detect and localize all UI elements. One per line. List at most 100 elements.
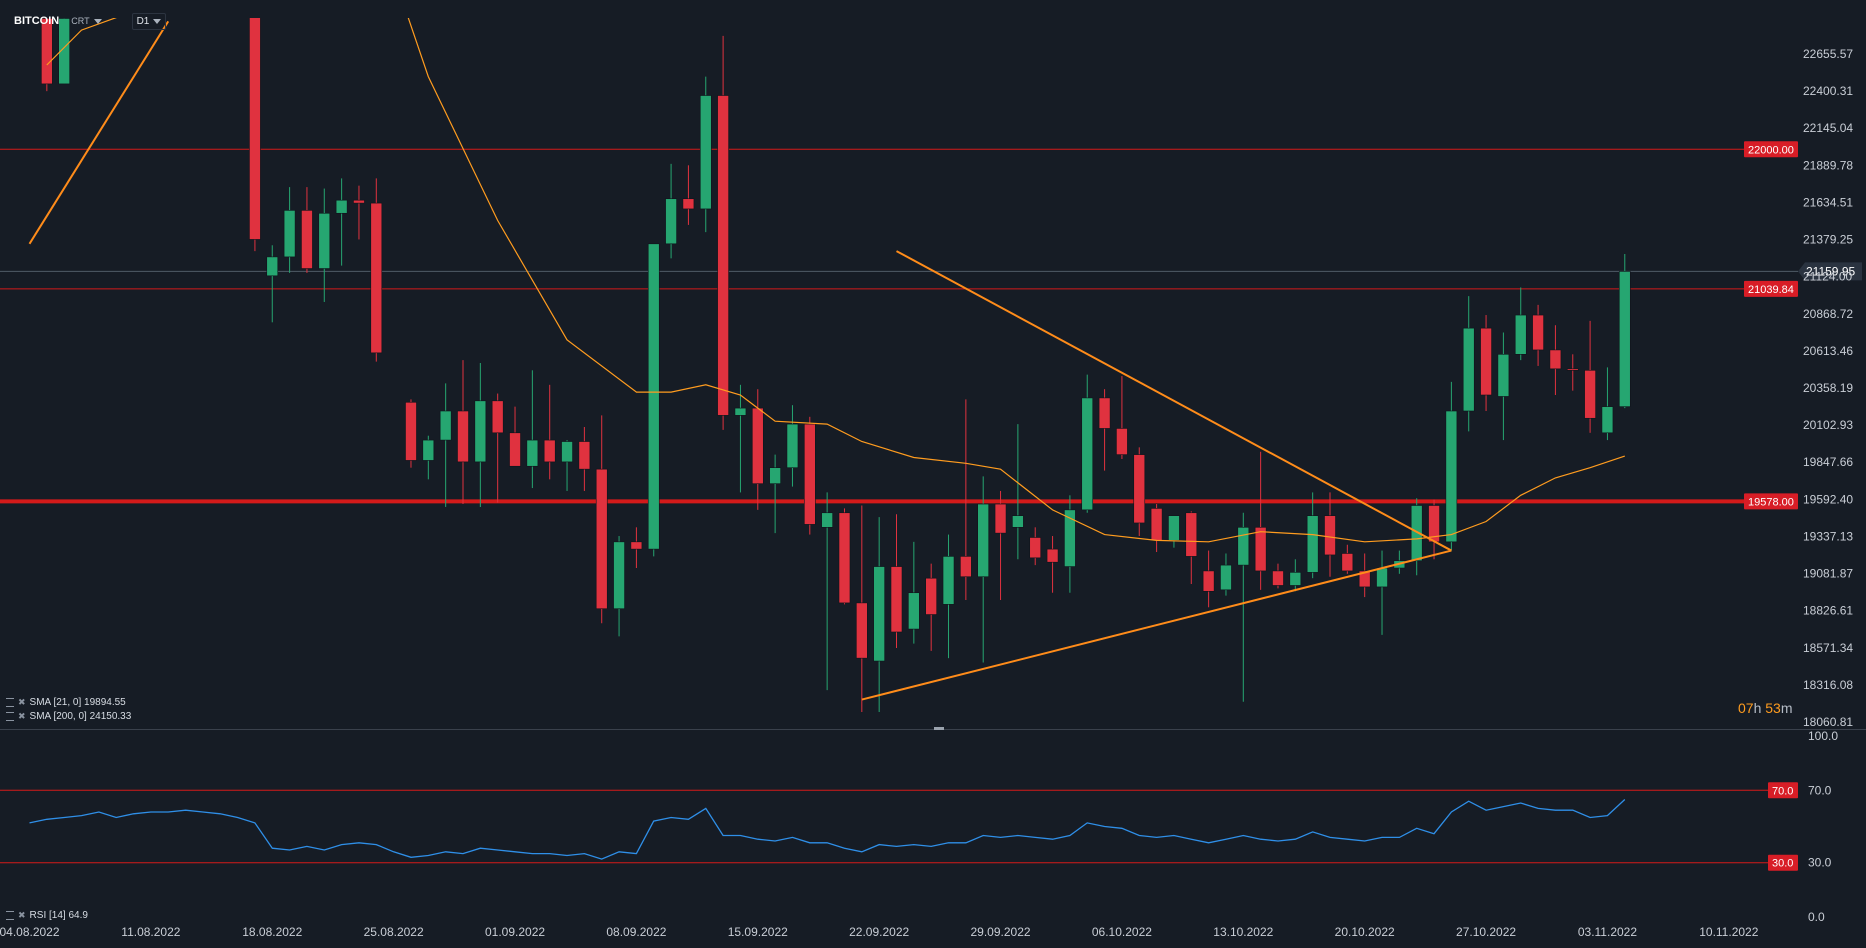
candle-body	[1185, 512, 1198, 557]
current-price-label: 21159.95	[1806, 264, 1855, 278]
rsi-tick-label: 70.0	[1808, 783, 1832, 797]
candle-up	[1410, 498, 1423, 576]
candle-body	[925, 577, 937, 615]
candle-down	[457, 360, 469, 505]
y-tick-label: 18826.61	[1803, 604, 1853, 618]
candle-down	[595, 415, 608, 624]
countdown-minutes: 53	[1765, 700, 1781, 716]
x-tick-label: 20.10.2022	[1335, 925, 1395, 939]
candle-body	[1272, 570, 1284, 586]
y-tick-label: 22145.04	[1803, 121, 1853, 135]
candle-body	[751, 407, 764, 484]
close-icon[interactable]: ✖	[18, 697, 26, 707]
rsi-tick-label: 30.0	[1808, 856, 1832, 870]
candle-down	[751, 389, 764, 510]
sma21-line	[46, 18, 1625, 543]
candle-up	[283, 187, 296, 273]
candle-body	[613, 541, 625, 610]
settings-icon[interactable]	[6, 698, 14, 707]
candle-up	[1289, 559, 1302, 592]
candle-down	[856, 505, 868, 712]
candle-body	[1566, 368, 1579, 371]
level-price-label: 22000.00	[1748, 144, 1794, 156]
candle-up	[786, 405, 799, 487]
candle-down	[370, 178, 383, 362]
chart-type-label: CRT	[71, 16, 90, 26]
candle-down	[41, 18, 53, 92]
candle-up	[1220, 553, 1232, 596]
candle-body	[318, 212, 331, 269]
candle-down	[578, 426, 591, 491]
level-price-label: 19578.00	[1748, 496, 1794, 508]
close-icon[interactable]: ✖	[18, 711, 26, 721]
chart-type-dropdown[interactable]: CRT	[67, 14, 105, 28]
candle-up	[335, 178, 348, 266]
chevron-down-icon	[153, 18, 162, 24]
y-tick-label: 19081.87	[1803, 567, 1853, 581]
candle-down	[717, 35, 729, 430]
candle-down	[1324, 492, 1336, 577]
sma21-legend[interactable]: ✖ SMA [21, 0] 19894.55	[6, 697, 126, 708]
level-price-badge	[1744, 280, 1798, 297]
candle-down	[1272, 563, 1284, 589]
candle-down	[1358, 553, 1371, 598]
candle-up	[561, 440, 573, 491]
sma200-legend[interactable]: ✖ SMA [200, 0] 24150.33	[6, 711, 131, 722]
rsi-legend[interactable]: ✖ RSI [14] 64.9	[6, 910, 88, 921]
countdown-hours: 07	[1738, 700, 1754, 716]
y-tick-label: 20613.46	[1803, 344, 1853, 358]
candle-down	[803, 416, 816, 535]
candle-body	[335, 199, 348, 214]
candle-body	[647, 243, 660, 550]
candle-body	[543, 439, 556, 463]
close-icon[interactable]: ✖	[18, 910, 26, 920]
candle-up	[474, 363, 487, 507]
candle-body	[1376, 567, 1388, 588]
candle-body	[58, 18, 70, 85]
candle-body	[1098, 397, 1111, 429]
candle-body	[734, 407, 747, 416]
candle-body	[977, 503, 990, 578]
x-tick-label: 04.08.2022	[0, 925, 60, 939]
x-tick-label: 08.09.2022	[606, 925, 666, 939]
candle-down	[249, 18, 261, 252]
candle-body	[856, 602, 868, 659]
x-tick-label: 22.09.2022	[849, 925, 909, 939]
candle-body	[1532, 314, 1544, 351]
candle-down	[630, 527, 643, 569]
candle-up	[1445, 381, 1458, 551]
candle-body	[717, 95, 729, 416]
candle-down	[1532, 304, 1544, 366]
candle-down	[1566, 354, 1579, 391]
rsi-tick-label: 0.0	[1808, 910, 1825, 924]
candle-body	[942, 556, 955, 605]
candle-up	[665, 163, 677, 259]
x-tick-label: 29.09.2022	[971, 925, 1031, 939]
candle-up	[422, 435, 435, 480]
x-tick-label: 06.10.2022	[1092, 925, 1152, 939]
candle-up	[266, 245, 279, 323]
candle-down	[1202, 550, 1215, 608]
rsi-level-label: 30.0	[1772, 858, 1793, 870]
candle-body	[249, 18, 261, 240]
y-tick-label: 21634.51	[1803, 195, 1853, 209]
y-tick-label: 19592.40	[1803, 492, 1853, 506]
candle-up	[526, 370, 539, 489]
x-tick-label: 27.10.2022	[1456, 925, 1516, 939]
candle-body	[509, 432, 521, 467]
candle-body	[1237, 527, 1250, 566]
timeframe-dropdown[interactable]: D1	[131, 12, 167, 30]
settings-icon[interactable]	[6, 911, 14, 920]
candle-up	[1081, 374, 1094, 513]
candle-body	[283, 210, 296, 258]
candle-up	[873, 517, 885, 712]
x-tick-label: 25.08.2022	[364, 925, 424, 939]
candle-body	[769, 467, 781, 484]
settings-icon[interactable]	[6, 712, 14, 721]
candle-up	[769, 454, 781, 534]
candle-down	[1133, 447, 1146, 537]
candle-down	[994, 490, 1007, 600]
candle-up	[1064, 495, 1076, 593]
candle-body	[838, 512, 851, 604]
